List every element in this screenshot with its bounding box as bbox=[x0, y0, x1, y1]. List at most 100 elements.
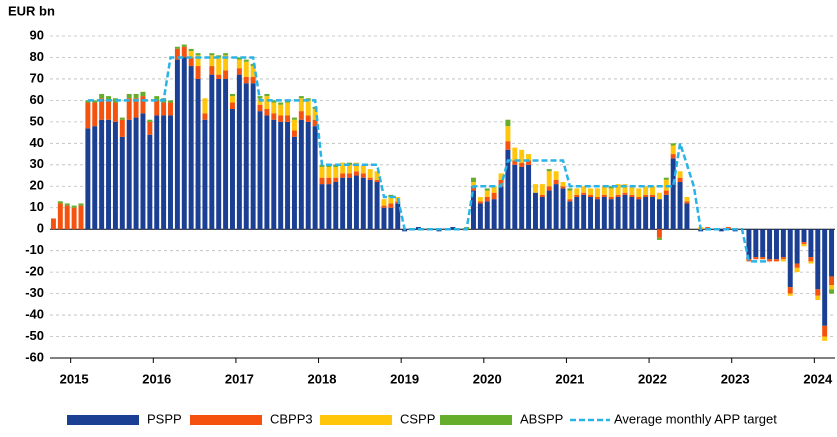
bar-segment bbox=[512, 147, 518, 161]
x-tick-label: 2017 bbox=[225, 371, 254, 386]
bar-segment bbox=[298, 96, 304, 99]
bar-segment bbox=[195, 53, 201, 56]
bar-segment bbox=[388, 203, 394, 208]
bar-segment bbox=[147, 134, 153, 230]
bar-segment bbox=[209, 53, 215, 56]
bar-segment bbox=[594, 188, 600, 197]
bar-segment bbox=[477, 197, 483, 202]
bar-segment bbox=[374, 181, 380, 230]
bar-segment bbox=[209, 66, 215, 75]
bar-segment bbox=[608, 188, 614, 197]
bar-segment bbox=[243, 83, 249, 230]
bar-segment bbox=[71, 205, 77, 208]
bar-segment bbox=[181, 44, 187, 47]
bar-segment bbox=[229, 102, 235, 109]
bar-segment bbox=[670, 158, 676, 230]
bar-segment bbox=[787, 229, 793, 288]
y-tick-label: -60 bbox=[25, 349, 44, 364]
x-tick-label: 2016 bbox=[142, 371, 171, 386]
bar-segment bbox=[801, 244, 807, 247]
bar-segment bbox=[636, 188, 642, 197]
bar-segment bbox=[64, 205, 70, 230]
bar-segment bbox=[78, 205, 84, 230]
bar-segment bbox=[567, 188, 573, 191]
bar-segment bbox=[133, 93, 139, 99]
legend-swatch bbox=[190, 415, 262, 425]
bar-segment bbox=[815, 289, 821, 296]
bar-segment bbox=[236, 57, 242, 60]
y-tick-label: 40 bbox=[30, 135, 44, 150]
bar-segment bbox=[264, 93, 270, 97]
bar-segment bbox=[794, 229, 800, 264]
bar-segment bbox=[57, 203, 63, 230]
bar-segment bbox=[760, 229, 766, 258]
bar-segment bbox=[746, 229, 752, 260]
bar-segment bbox=[526, 164, 532, 230]
bar-segment bbox=[360, 177, 366, 230]
bar-segment bbox=[140, 96, 146, 114]
bar-segment bbox=[491, 192, 497, 200]
bar-segment bbox=[319, 166, 325, 178]
bar-segment bbox=[71, 207, 77, 230]
bar-segment bbox=[278, 102, 284, 105]
bar-segment bbox=[140, 113, 146, 230]
bar-segment bbox=[581, 186, 587, 193]
bar-segment bbox=[85, 102, 91, 129]
bar-segment bbox=[663, 190, 669, 195]
bar-segment bbox=[119, 119, 125, 137]
bar-segment bbox=[477, 203, 483, 230]
bar-segment bbox=[340, 177, 346, 230]
x-tick-label: 2023 bbox=[721, 371, 750, 386]
bar-segment bbox=[367, 177, 373, 180]
bar-segment bbox=[326, 177, 332, 185]
bar-segment bbox=[650, 194, 656, 197]
bar-segment bbox=[326, 184, 332, 230]
bar-segment bbox=[829, 229, 835, 277]
bar-segment bbox=[99, 119, 105, 230]
bar-segment bbox=[643, 197, 649, 230]
bar-segment bbox=[112, 121, 118, 230]
bar-segment bbox=[519, 162, 525, 167]
bar-segment bbox=[670, 143, 676, 146]
bar-segment bbox=[498, 173, 504, 180]
bar-segment bbox=[333, 181, 339, 230]
bar-segment bbox=[780, 229, 786, 258]
bar-segment bbox=[223, 70, 229, 79]
bar-segment bbox=[773, 229, 779, 260]
bar-segment bbox=[326, 166, 332, 178]
bar-segment bbox=[753, 229, 759, 258]
bar-segment bbox=[553, 184, 559, 230]
bar-segment bbox=[298, 98, 304, 112]
bar-segment bbox=[154, 115, 160, 230]
bar-segment bbox=[99, 98, 105, 120]
bar-segment bbox=[168, 100, 173, 103]
y-tick-label: -40 bbox=[25, 307, 44, 322]
legend-label: Average monthly APP target bbox=[614, 411, 777, 426]
bar-segment bbox=[85, 100, 91, 103]
bar-segment bbox=[663, 177, 669, 180]
x-tick-label: 2022 bbox=[638, 371, 667, 386]
bar-segment bbox=[174, 48, 180, 60]
legend-swatch bbox=[320, 415, 392, 425]
bar-segment bbox=[546, 190, 552, 230]
bar-segment bbox=[567, 199, 573, 202]
bar-segment bbox=[223, 78, 229, 230]
bar-segment bbox=[229, 93, 235, 97]
bar-segment bbox=[560, 181, 566, 187]
bar-segment bbox=[374, 179, 380, 182]
bar-segment bbox=[546, 171, 552, 187]
bar-segment bbox=[285, 102, 291, 116]
bar-segment bbox=[829, 285, 835, 290]
bar-segment bbox=[622, 194, 628, 230]
bar-segment bbox=[484, 188, 490, 191]
bar-segment bbox=[505, 149, 511, 230]
bar-segment bbox=[305, 121, 311, 230]
bar-segment bbox=[202, 113, 208, 120]
bar-segment bbox=[588, 188, 594, 195]
bar-segment bbox=[615, 184, 621, 195]
bar-segment bbox=[353, 175, 359, 230]
bar-segment bbox=[629, 194, 635, 197]
y-tick-label: 30 bbox=[30, 156, 44, 171]
bar-segment bbox=[539, 197, 545, 230]
